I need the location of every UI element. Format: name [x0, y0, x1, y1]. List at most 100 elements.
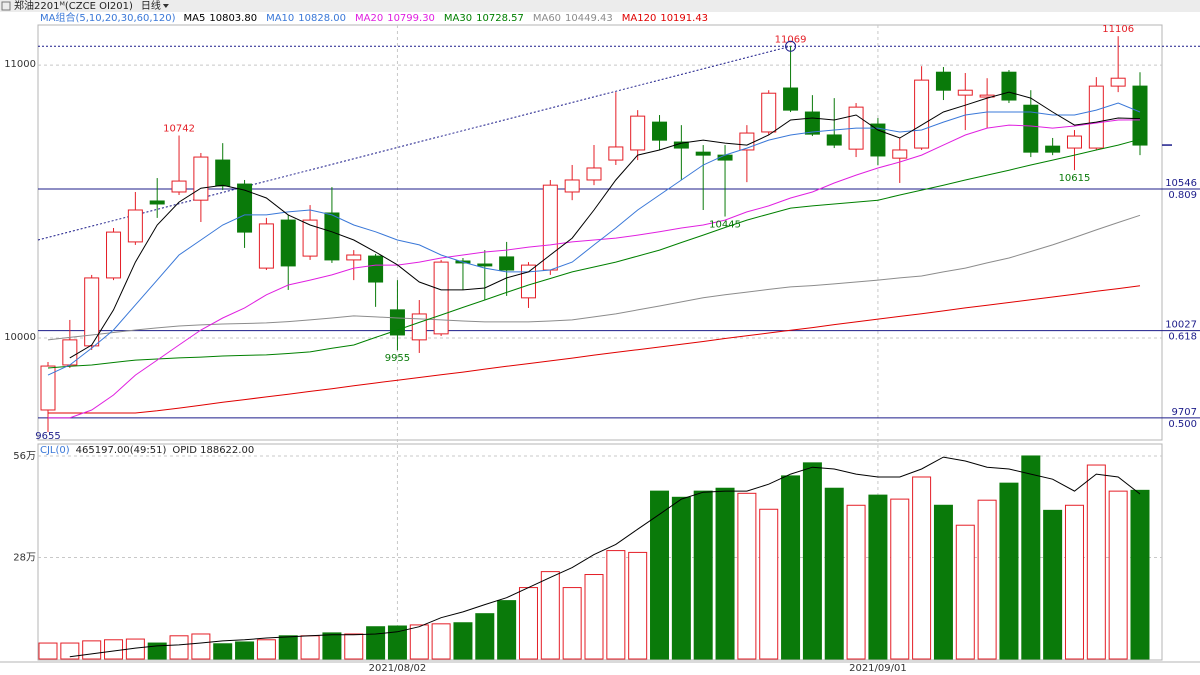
volume-bar [213, 643, 233, 660]
volume-bar [650, 490, 670, 660]
price-pane [37, 24, 1163, 441]
level-value: 10027 [1165, 320, 1197, 331]
level-ratio: 0.809 [1168, 190, 1197, 201]
high-marker [785, 40, 797, 52]
candle-body [84, 277, 100, 347]
high-label: 10742 [163, 124, 195, 135]
volume-bar [278, 635, 298, 660]
volume-name: CJL(0) [40, 445, 70, 456]
volume-bar [999, 482, 1019, 660]
volume-bar [781, 475, 801, 660]
period-selector[interactable]: 日线 [141, 0, 161, 12]
volume-bar [453, 622, 473, 660]
low-label: 9655 [35, 431, 60, 442]
candle-body [40, 365, 56, 411]
candle-body [957, 89, 973, 96]
volume-bar [1086, 464, 1106, 660]
candle-body [1066, 135, 1082, 149]
volume-bar [977, 499, 997, 660]
ma-line [48, 285, 1141, 414]
candle-body [542, 184, 558, 271]
high-label: 11106 [1102, 24, 1134, 35]
candle-body [280, 219, 296, 267]
candle-body [368, 255, 384, 283]
volume-bar [562, 587, 582, 660]
candle-body [520, 264, 536, 299]
volume-bar [256, 639, 276, 660]
candle-body [477, 263, 493, 267]
volume-bar [147, 642, 167, 660]
low-label: 10615 [1059, 173, 1091, 184]
volume-bar [322, 632, 342, 660]
volume-bar [1108, 490, 1128, 660]
volume-bar [191, 633, 211, 660]
legend-value: 10449.43 [565, 13, 613, 24]
volume-bar [606, 550, 626, 660]
volume-bar [912, 476, 932, 660]
legend-value: 10191.43 [660, 13, 708, 24]
volume-bar [955, 524, 975, 660]
candle-body [892, 149, 908, 159]
volume-bar [802, 462, 822, 660]
level-ratio: 0.618 [1168, 332, 1197, 343]
y-tick-label: 10000 [4, 332, 36, 343]
low-label: 9955 [385, 353, 410, 364]
volume-opid: OPID 188622.00 [172, 445, 254, 456]
volume-bar [344, 633, 364, 660]
candle-body [411, 313, 427, 341]
volume-bar [431, 623, 451, 660]
volume-bar [60, 642, 80, 660]
volume-bar [1021, 455, 1041, 660]
volume-bar [628, 551, 648, 660]
legend-name: MA60 [533, 13, 561, 24]
ma-line [47, 214, 1141, 341]
volume-bar [584, 574, 604, 660]
volume-bar [366, 626, 386, 660]
x-tick-label: 2021/08/02 [369, 663, 427, 674]
candle-body [761, 92, 777, 133]
volume-bar [671, 496, 691, 660]
candle-body [586, 167, 602, 181]
volume-bar [38, 642, 58, 660]
candle-body [1110, 77, 1126, 87]
volume-pane [37, 443, 1163, 661]
candle-body [258, 223, 274, 269]
volume-bar [890, 498, 910, 660]
candle-body [127, 209, 143, 243]
volume-bar [497, 600, 517, 660]
volume-bar [82, 640, 102, 660]
candle-body [215, 159, 231, 187]
volume-bar [846, 504, 866, 660]
low-label: 10445 [709, 220, 741, 231]
legend-name: MA10 [266, 13, 294, 24]
volume-bar [387, 625, 407, 660]
period-caret[interactable] [162, 4, 169, 8]
volume-bar [235, 641, 255, 660]
candle-body [302, 219, 318, 257]
candle-body [914, 79, 930, 149]
ma-line [69, 91, 1141, 359]
level-value: 9707 [1172, 407, 1197, 418]
candle-body [739, 132, 755, 151]
trend-line [37, 45, 791, 241]
legend-value: 10803.80 [209, 13, 257, 24]
level-value: 10546 [1165, 178, 1197, 189]
volume-bar [693, 490, 713, 660]
candle-body [804, 111, 820, 135]
candle-body [1045, 145, 1061, 153]
volume-bar [933, 504, 953, 660]
volume-info: 465197.00(49:51) [76, 445, 167, 456]
volume-bar [1064, 504, 1084, 660]
volume-bar [824, 487, 844, 660]
candle-body [106, 231, 122, 279]
indicator-label: MA组合(5,10,20,30,60,120) [40, 11, 176, 24]
candle-body [324, 212, 340, 261]
candle-body [1001, 71, 1017, 101]
top-bar [0, 0, 1200, 12]
symbol-icon [1, 1, 11, 11]
legend-value: 10728.57 [476, 13, 524, 24]
volume-bar [1043, 509, 1063, 660]
symbol-title: 郑油2201ᴹ(CZCE OI201) [14, 0, 133, 12]
legend-name: MA5 [184, 13, 206, 24]
volume-bar [759, 508, 779, 660]
